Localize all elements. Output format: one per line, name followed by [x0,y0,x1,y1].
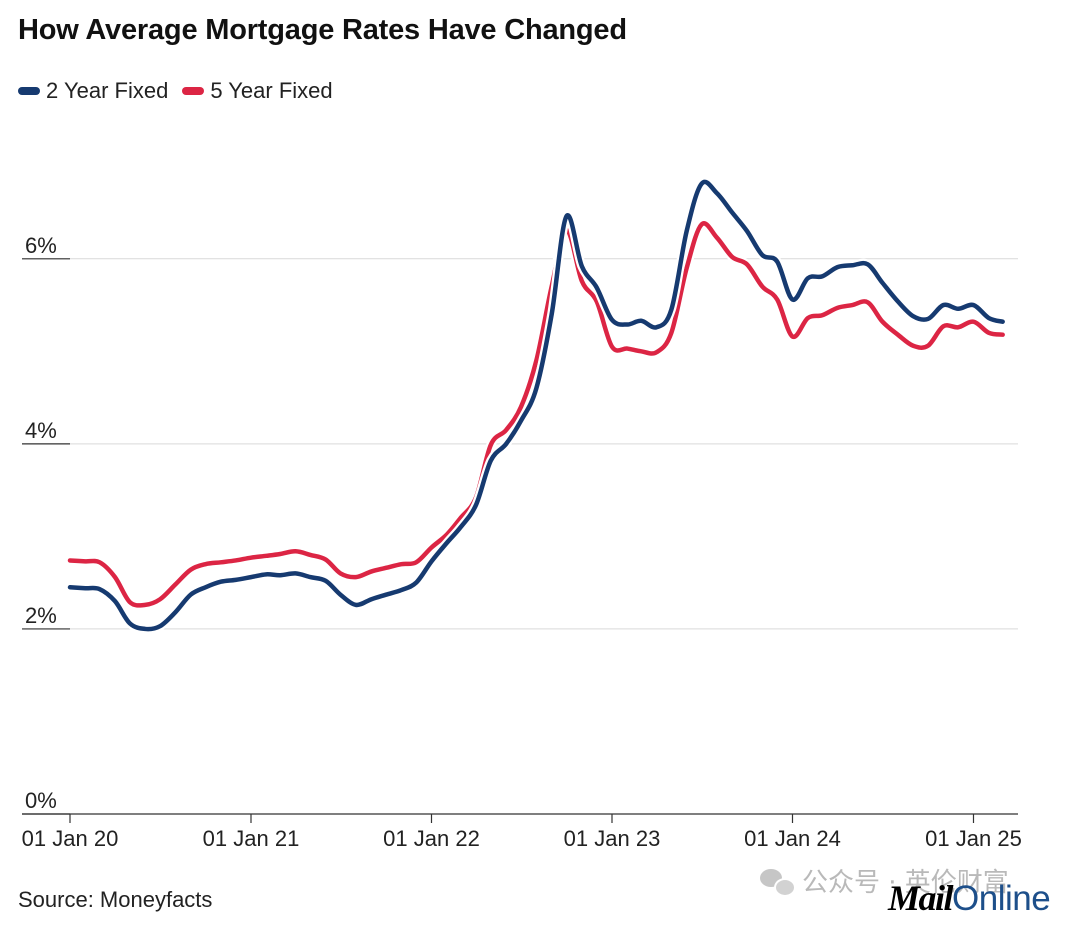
legend-item-5-year-fixed: 5 Year Fixed [182,78,333,104]
x-tick-label: 01 Jan 23 [564,826,661,851]
legend-label-5-year-fixed: 5 Year Fixed [210,78,333,103]
y-tick-label: 0% [25,788,57,813]
mailonline-logo: Mail Online [888,877,1051,919]
logo-online-text: Online [952,879,1051,918]
source-note: Source: Moneyfacts [18,887,213,912]
x-tick-label: 01 Jan 21 [203,826,300,851]
legend-label-2-year-fixed: 2 Year Fixed [46,78,169,103]
series-line-5-year-fixed [67,221,1005,608]
y-tick-label: 2% [25,603,57,628]
y-tick-label: 6% [25,233,57,258]
wechat-icon [760,867,796,897]
watermark-text: 公众号 · 英伦财富 [802,868,1009,898]
x-tick-label: 01 Jan 25 [925,826,1022,851]
x-tick-label: 01 Jan 20 [22,826,119,851]
chart-title: How Average Mortgage Rates Have Changed [18,14,627,46]
chart-legend: 2 Year Fixed 5 Year Fixed [18,78,333,104]
y-tick-label: 4% [25,418,57,443]
series-line-2-year-fixed [67,179,1005,632]
legend-item-2-year-fixed: 2 Year Fixed [18,78,168,104]
x-tick-label: 01 Jan 22 [383,826,480,851]
x-tick-label: 01 Jan 24 [744,826,841,851]
legend-swatch-2-year-fixed [18,87,40,95]
logo-mail-text: Mail [888,878,954,918]
legend-swatch-5-year-fixed [182,87,205,95]
series-halo-5-year-fixed [65,218,1008,610]
wechat-watermark: 公众号 · 英伦财富 [760,862,1009,899]
